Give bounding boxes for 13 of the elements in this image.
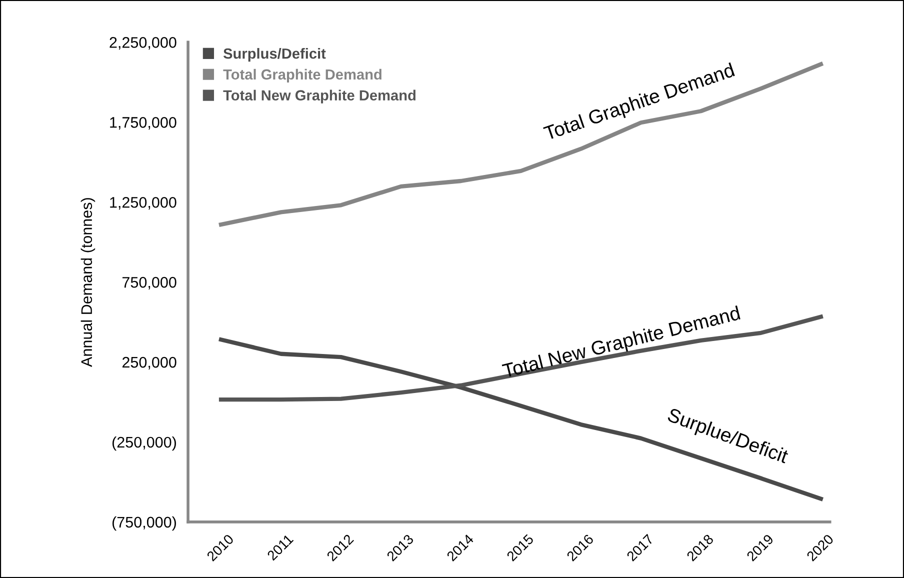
legend-label: Surplus/Deficit (223, 48, 326, 62)
y-tick-label: 750,000 (122, 276, 176, 290)
y-tick-label: (250,000) (112, 436, 176, 451)
y-tick-label: (750,000) (112, 516, 176, 531)
y-tick-label: 1,250,000 (110, 196, 176, 210)
y-tick-label: 1,750,000 (110, 117, 176, 130)
annotation: Total New Graphite Demand (502, 305, 742, 382)
y-axis-title: Annual Demand (tonnes) (80, 198, 96, 367)
legend-label: Total Graphite Demand (223, 68, 382, 83)
y-tick-label: 2,250,000 (110, 37, 176, 50)
y-tick-label: 250,000 (122, 356, 176, 370)
legend-label: Total New Graphite Demand (223, 90, 416, 104)
line-series (218, 62, 823, 227)
